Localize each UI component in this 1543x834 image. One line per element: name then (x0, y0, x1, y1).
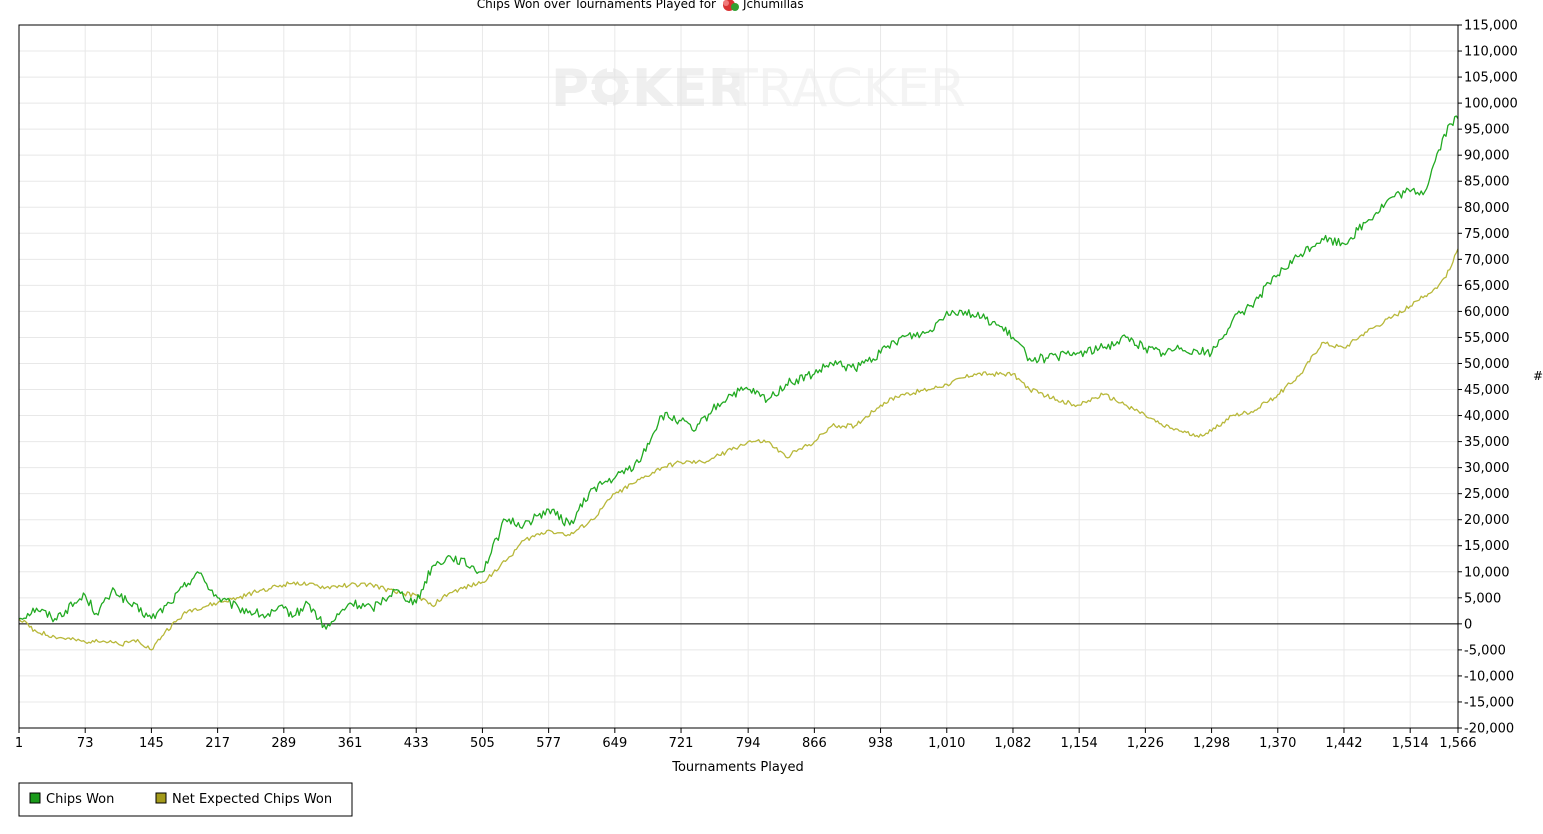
chart-legend: Chips Won Net Expected Chips Won (18, 782, 353, 817)
x-tick-label: 217 (205, 736, 230, 751)
y-tick-label: 35,000 (1464, 435, 1510, 450)
watermark-ker: KER (632, 59, 748, 119)
y-tick-label: -15,000 (1464, 695, 1514, 710)
x-tick-label: 1,010 (928, 736, 965, 751)
y-tick-label: 60,000 (1464, 305, 1510, 320)
y-tick-label: 0 (1464, 617, 1472, 632)
x-tick-label: 1,514 (1392, 736, 1429, 751)
plot-border (18, 24, 1459, 729)
legend-label-net-expected: Net Expected Chips Won (172, 792, 332, 807)
x-tick-label: 1,226 (1127, 736, 1164, 751)
x-tick-label: 866 (802, 736, 827, 751)
series-line-net-expected-chips-won (18, 248, 1459, 651)
y-tick-label: 45,000 (1464, 383, 1510, 398)
series-group (18, 115, 1459, 651)
y-tick-label: 20,000 (1464, 513, 1510, 528)
legend-item-chips-won[interactable]: Chips Won (29, 792, 114, 807)
y-tick-label: 10,000 (1464, 565, 1510, 580)
x-tick-label: 433 (404, 736, 429, 751)
y-tick-label: -5,000 (1464, 643, 1506, 658)
x-tick-label: 577 (536, 736, 561, 751)
y-tick-label: 75,000 (1464, 227, 1510, 242)
y-tick-label: 85,000 (1464, 175, 1510, 190)
x-tick-label: 1,566 (1439, 736, 1476, 751)
x-tick-label: 721 (669, 736, 694, 751)
y-axis-label: # (1533, 369, 1543, 383)
x-tick-label: 505 (470, 736, 495, 751)
pokertracker-watermark: P KER TRACKER (551, 59, 966, 119)
y-tick-label: 100,000 (1464, 97, 1518, 112)
legend-swatch-chips-won (29, 792, 41, 804)
legend-swatch-net-expected (155, 792, 167, 804)
x-tick-label: 1,082 (994, 736, 1031, 751)
y-tick-label: 90,000 (1464, 149, 1510, 164)
chart-title: Chips Won over Tournaments Played for (477, 0, 716, 11)
x-tick-label: 649 (602, 736, 627, 751)
y-tick-label: 25,000 (1464, 487, 1510, 502)
y-tick-label: 30,000 (1464, 461, 1510, 476)
y-tick-label: 105,000 (1464, 71, 1518, 86)
chart-title-group: Chips Won over Tournaments Played for Jc… (477, 0, 804, 11)
x-tick-label: 1,154 (1061, 736, 1098, 751)
y-tick-label: 40,000 (1464, 409, 1510, 424)
watermark-p: P (551, 59, 589, 119)
watermark-tracker: TRACKER (725, 59, 966, 119)
player-logo-icon (723, 0, 739, 11)
x-tick-label: 1 (15, 736, 23, 751)
legend-label-chips-won: Chips Won (46, 792, 114, 807)
x-tick-label: 145 (139, 736, 164, 751)
y-tick-label: 55,000 (1464, 331, 1510, 346)
y-tick-label: 65,000 (1464, 279, 1510, 294)
x-axis-label: Tournaments Played (671, 760, 804, 775)
x-tick-label: 73 (77, 736, 94, 751)
y-tick-label: 95,000 (1464, 123, 1510, 138)
series-line-chips-won (18, 115, 1459, 630)
x-tick-label: 289 (271, 736, 296, 751)
plot-area (19, 25, 1458, 728)
poker-chip-icon (587, 64, 633, 110)
x-tick-label: 1,298 (1193, 736, 1230, 751)
y-tick-label: 115,000 (1464, 19, 1518, 34)
y-tick-label: -20,000 (1464, 722, 1514, 737)
y-tick-label: 15,000 (1464, 539, 1510, 554)
y-tick-label: 50,000 (1464, 357, 1510, 372)
y-tick-label: 80,000 (1464, 201, 1510, 216)
y-tick-label: 5,000 (1464, 591, 1501, 606)
chart-title-player: Jchumillas (742, 0, 804, 11)
y-tick-label: -10,000 (1464, 669, 1514, 684)
legend-box (18, 782, 353, 817)
x-tick-label: 361 (338, 736, 363, 751)
legend-item-net-expected-chips-won[interactable]: Net Expected Chips Won (155, 792, 332, 807)
x-tick-label: 1,442 (1325, 736, 1362, 751)
y-tick-label: 110,000 (1464, 45, 1518, 60)
x-axis: 1 73 145 217 289 361 433 505 577 649 721 794 866 938 1… (15, 728, 1477, 751)
x-tick-label: 1,370 (1259, 736, 1296, 751)
y-tick-label: 70,000 (1464, 253, 1510, 268)
y-axis: -20,000 -15,000 -10,000 -5,000 0 5,000 10,000 1… (1458, 19, 1518, 737)
x-tick-label: 794 (736, 736, 761, 751)
x-tick-label: 938 (868, 736, 893, 751)
